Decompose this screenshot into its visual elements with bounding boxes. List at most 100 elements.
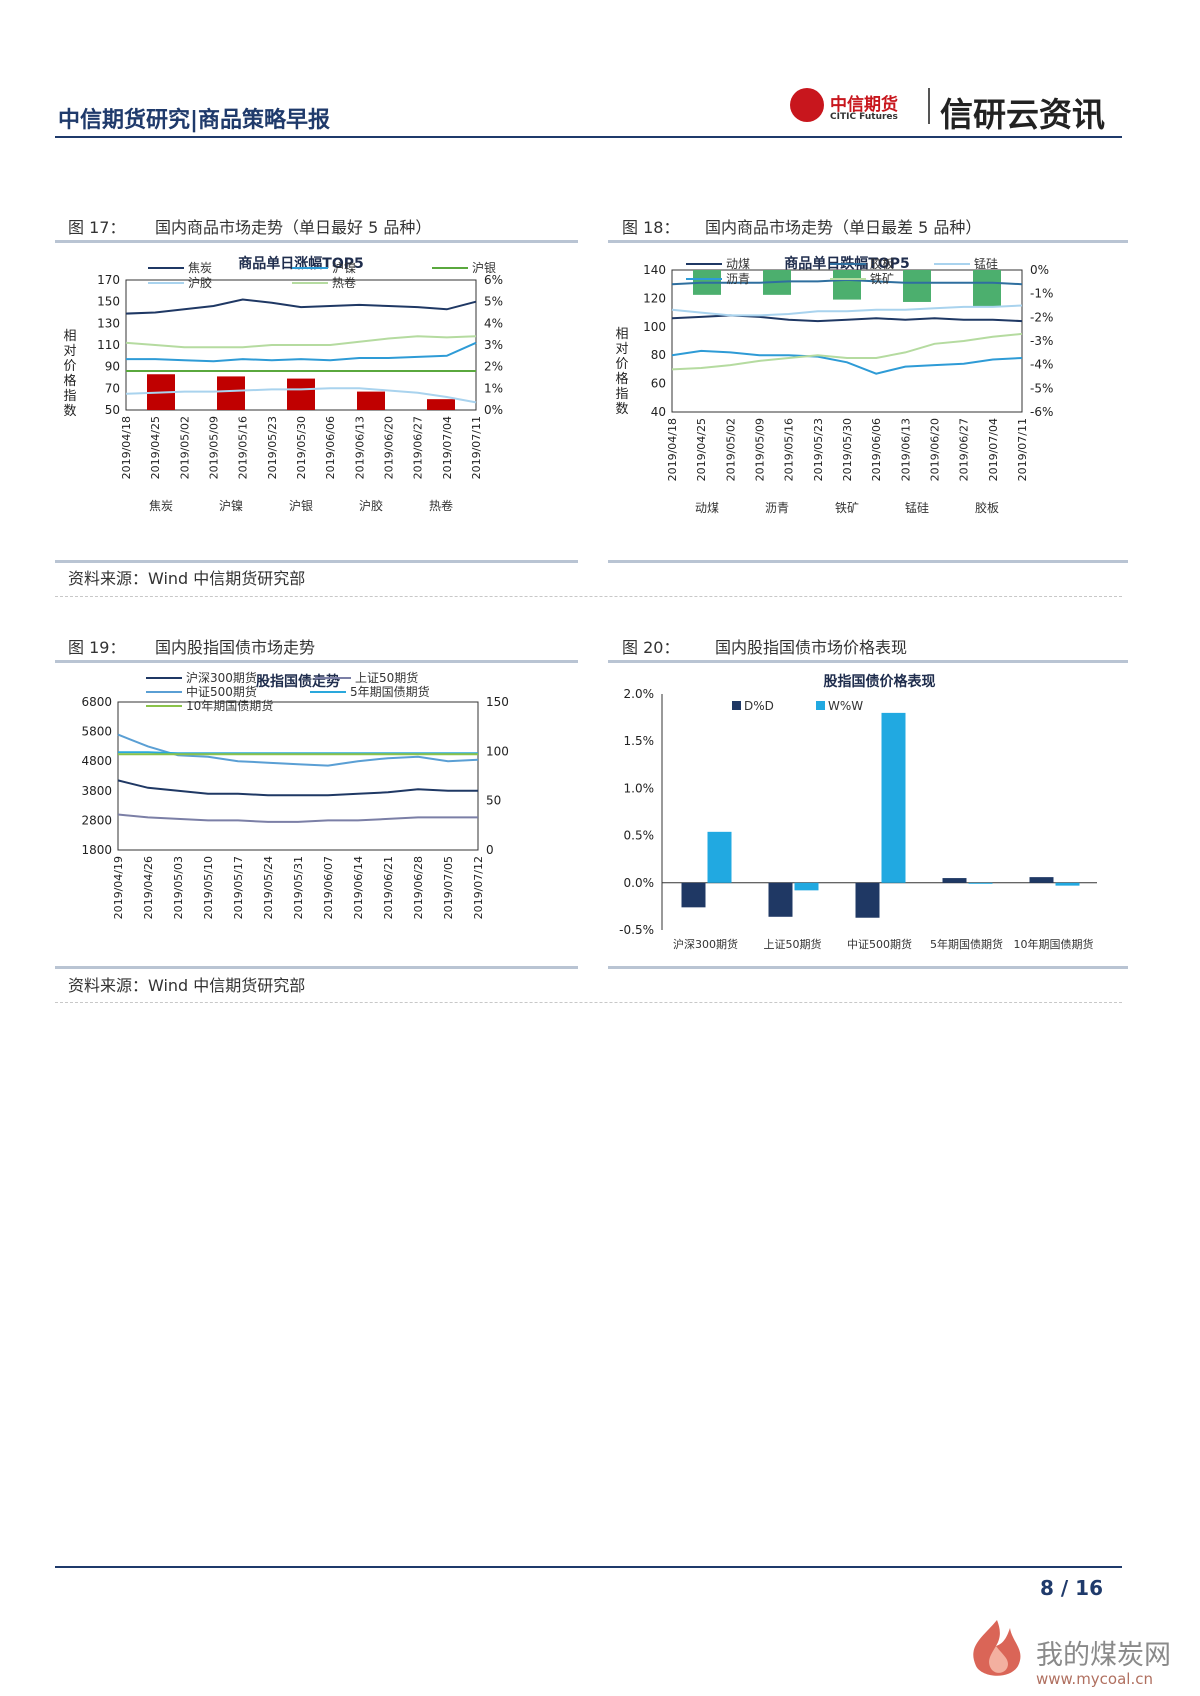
y2-tick-label: 50: [486, 794, 501, 808]
legend-label: 热卷: [332, 275, 356, 290]
y-tick-label: 60: [651, 377, 666, 391]
x-tick-label: 2019/04/18: [666, 418, 679, 481]
figure-20-rule: [608, 660, 1128, 663]
x-tick-label: 2019/05/02: [724, 418, 737, 481]
category-label: 沪深300期货: [673, 937, 738, 951]
legend-label: 上证50期货: [355, 670, 418, 685]
bar-W%W-沪深300期货: [707, 831, 732, 883]
x-tick-label: 2019/04/18: [120, 416, 133, 479]
x-tick-label: 2019/06/07: [322, 856, 335, 919]
y-tick-label: 6800: [81, 695, 112, 709]
figure-17-title: 国内商品市场走势（单日最好 5 品种）: [155, 218, 432, 237]
legend-label: D%D: [744, 699, 774, 713]
legend-label: W%W: [828, 699, 863, 713]
category-label: 沪镍: [219, 499, 243, 513]
bar-W%W-上证50期货: [794, 882, 819, 891]
legend-label: 铁矿: [870, 272, 894, 286]
series-line-上证50期货: [117, 813, 478, 823]
series-line-沪镍: [126, 341, 477, 363]
y-tick-label: 50: [105, 403, 120, 417]
x-tick-label: 2019/07/12: [472, 856, 485, 919]
y-tick-label: 70: [105, 381, 120, 395]
category-label: 焦炭: [149, 499, 173, 513]
y2-tick-label: 150: [486, 695, 509, 709]
x-tick-label: 2019/05/23: [266, 416, 279, 479]
y-tick-label: 120: [643, 291, 666, 305]
y-tick-label: 40: [651, 405, 666, 419]
y-axis-label-char: 格: [63, 373, 76, 389]
footer-rule: [55, 1566, 1122, 1568]
y-tick-label: 100: [643, 320, 666, 334]
page-number: 8 / 16: [1040, 1576, 1103, 1600]
x-tick-label: 2019/05/02: [178, 416, 191, 479]
legend-label: 沥青: [726, 272, 750, 286]
y-tick-label: 130: [97, 316, 120, 330]
category-label: 沪胶: [359, 498, 383, 513]
y-tick-label: 0.0%: [624, 876, 655, 890]
y-axis-label-char: 格: [615, 371, 628, 387]
y2-tick-label: 4%: [484, 316, 503, 330]
y-tick-label: 0.5%: [624, 829, 655, 843]
y-tick-label: 150: [97, 295, 120, 309]
series-line-5年期国债期货: [118, 751, 478, 755]
y-tick-label: 110: [97, 338, 120, 352]
brand-name: 信研云资讯: [940, 95, 1105, 134]
x-tick-label: 2019/06/13: [353, 416, 366, 479]
chart-top5-gainers: 商品单日涨幅TOP5 170 150 130 110 90 70 50 6% 5% 4% 3% 2% 1%…: [63, 255, 503, 513]
watermark-url: www.mycoal.cn: [1036, 1670, 1153, 1688]
bar-D%D-10年期国债期货: [1029, 877, 1054, 883]
bar-D%D-上证50期货: [768, 882, 793, 917]
citic-logo-icon: [790, 88, 824, 122]
series-line-热卷: [125, 335, 477, 349]
logo-en: CITIC Futures: [830, 112, 898, 122]
legend-swatch: [732, 701, 741, 710]
y2-tick-label: 0: [486, 843, 494, 857]
category-label: 胶板: [975, 500, 999, 515]
figure-19-label: 图 19：: [68, 638, 126, 657]
bar-D%D-沪深300期货: [681, 882, 706, 908]
y2-tick-label: -1%: [1030, 287, 1053, 301]
x-tick-label: 2019/06/13: [899, 418, 912, 481]
bar-胶板: [973, 270, 1001, 307]
series-line-沪深300期货: [117, 779, 478, 797]
y-tick-label: 3800: [81, 784, 112, 798]
x-tick-label: 2019/05/24: [262, 856, 275, 919]
series-line-动煤: [671, 314, 1023, 323]
dashed-divider-2: [55, 1002, 1122, 1003]
y2-tick-label: 5%: [484, 295, 503, 309]
x-tick-label: 2019/07/04: [987, 418, 1000, 481]
legend-swatch: [816, 701, 825, 710]
category-label: 5年期国债期货: [930, 937, 1003, 951]
legend-label: 焦炭: [188, 261, 212, 275]
y-tick-label: 170: [97, 273, 120, 287]
y2-tick-label: -2%: [1030, 310, 1053, 324]
series-line-铁矿: [671, 332, 1023, 371]
y-axis-label-char: 相: [63, 329, 76, 344]
series-line-沪胶: [125, 387, 477, 404]
x-tick-label: 2019/04/25: [695, 418, 708, 481]
series-line-沥青: [671, 349, 1023, 375]
x-tick-label: 2019/05/31: [292, 856, 305, 919]
figure-18-title: 国内商品市场走势（单日最差 5 品种）: [705, 218, 982, 237]
legend-label: 沪镍: [332, 261, 356, 275]
figure-19-bottom-rule: [55, 966, 578, 969]
bar-W%W-中证500期货: [881, 712, 906, 883]
x-tick-label: 2019/06/20: [383, 416, 396, 479]
bar-沪胶: [357, 391, 385, 410]
legend-label: 沪胶: [188, 275, 212, 290]
y-tick-label: 80: [651, 348, 666, 362]
x-tick-label: 2019/05/03: [172, 856, 185, 919]
figure-19-rule: [55, 660, 578, 663]
y2-tick-label: 3%: [484, 338, 503, 352]
category-label: 沥青: [765, 501, 789, 515]
y2-tick-label: -6%: [1030, 405, 1053, 419]
logo-divider: [928, 88, 930, 124]
x-tick-label: 2019/07/05: [442, 856, 455, 919]
bar-铁矿: [833, 270, 861, 300]
legend-label: 沪银: [472, 261, 496, 275]
y-axis-label-char: 相: [615, 327, 628, 342]
bar-沪镍: [217, 376, 245, 410]
category-label: 铁矿: [835, 501, 859, 515]
report-title: 中信期货研究|商品策略早报: [58, 108, 331, 133]
x-tick-label: 2019/05/10: [202, 856, 215, 919]
